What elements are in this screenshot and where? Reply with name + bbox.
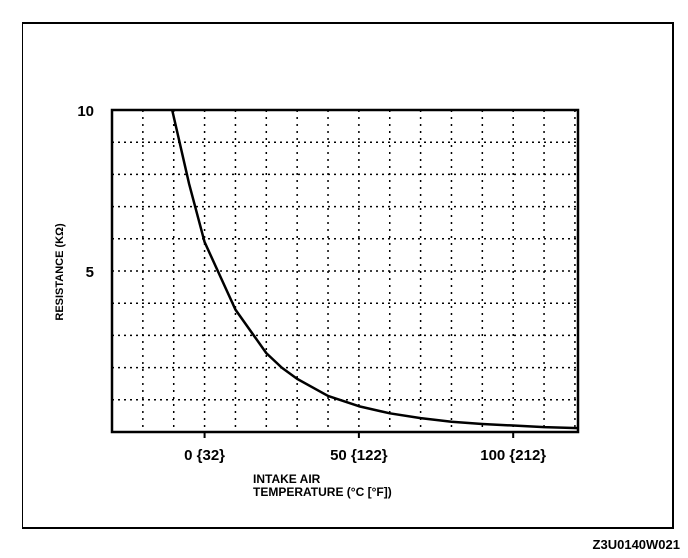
x-tick-label: 50 {122} <box>330 447 388 464</box>
y-tick-label: 5 <box>86 264 94 281</box>
y-tick-label: 10 <box>77 103 94 120</box>
plot-border <box>110 108 580 434</box>
x-tick-label: 100 {212} <box>480 447 546 464</box>
resistance-curve <box>170 109 579 430</box>
figure-code: Z3U0140W021 <box>592 537 680 552</box>
x-axis-label-line1: INTAKE AIR <box>253 472 321 486</box>
x-tick-label: 0 {32} <box>184 447 225 464</box>
x-axis-label-line2: TEMPERATURE (°C [°F]) <box>253 485 392 499</box>
y-axis-label: RESISTANCE (KΩ) <box>54 223 66 321</box>
figure-frame <box>22 22 674 529</box>
